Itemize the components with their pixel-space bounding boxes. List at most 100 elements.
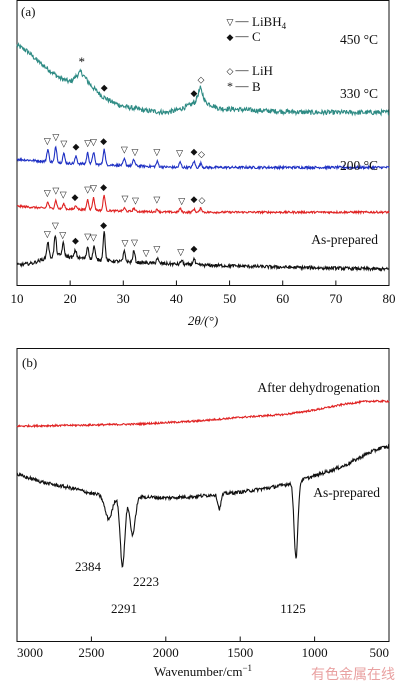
legend-label-sub-0: 4 [282,21,287,31]
panel-a-series-labels: 450 °C 330 °C 200 °C As-prepared [311,32,378,247]
legend-label-main-0: LiBH [252,14,282,29]
phase-marker-a-0-0: * [79,54,86,69]
peak-label-1125: 1125 [280,601,306,616]
phase-marker-a-2-0: ▽ [44,188,51,198]
series-label-b-0: After dehydrogenation [257,380,380,395]
panel-b-x-ticks: 3000 2500 2000 1500 1000 500 [16,636,390,660]
phase-marker-a-1-2: ▽ [60,139,67,149]
series-line-b-1 [16,443,390,568]
panel-b-x-axis-label-main: Wavenumber/cm [154,664,242,679]
panel-b-peak-labels: 2384 2291 2223 1125 [75,559,306,616]
phase-marker-a-2-7: ▽ [121,194,128,204]
panel-b: (b) After dehydrogenation As-prepared 238… [16,348,390,679]
phase-marker-a-2-1: ▽ [52,186,59,196]
x-tick-label-b-5: 500 [370,645,390,660]
legend-dash-2: — [235,62,250,77]
panel-a-markers-group: *◆◆◇▽ ▽▽ ◆ ▽▽ ◆▽ ▽ ▽ ▽ ◆ ◇▽ ▽ ▽ ◆▽▽ ◆▽ ▽ ▽ ▽ ◆ ◇▽▽▽◆ ▽▽◆▽ ▽▽… [44,54,206,258]
legend-label-1: C [252,29,261,44]
phase-marker-a-3-12: ◆ [191,244,198,254]
phase-marker-a-2-8: ▽ [132,196,139,206]
phase-marker-a-3-8: ▽ [131,237,138,247]
phase-marker-a-2-4: ▽ [84,185,91,195]
phase-marker-a-3-6: ◆ [100,220,107,230]
phase-marker-a-3-11: ▽ [177,247,184,257]
legend-label-main-2: LiH [252,63,273,78]
peak-label-2291: 2291 [111,601,137,616]
phase-marker-a-0-2: ◆ [191,88,198,98]
phase-marker-a-2-2: ▽ [60,189,67,199]
x-tick-label-a-6: 70 [329,291,342,306]
x-tick-label-a-0: 10 [11,291,24,306]
legend-dash-3: — [235,78,250,93]
legend-symbol-3: * [227,79,233,93]
phase-marker-a-3-3: ◆ [72,235,79,245]
series-line-a-2 [16,194,390,216]
phase-marker-a-1-3: ◆ [73,142,80,152]
series-line-a-0 [16,42,390,117]
series-label-b-1: As-prepared [313,485,380,500]
series-line-a-1 [17,145,390,171]
phase-marker-a-3-7: ▽ [121,238,128,248]
panel-b-frame [16,348,390,642]
phase-marker-a-1-9: ▽ [153,147,160,157]
phase-marker-a-2-3: ◆ [71,192,78,202]
phase-marker-a-0-1: ◆ [101,82,108,92]
legend-label-main-1: C [252,29,261,44]
legend-label-main-3: B [252,79,261,94]
phase-marker-a-1-6: ◆ [100,136,107,146]
peak-label-2223: 2223 [133,574,159,589]
phase-marker-a-2-12: ◇ [198,195,205,205]
panel-a: (a) *◆◆◇▽ ▽▽ ◆ ▽▽ ◆▽ ▽ ▽ ▽ ◆ ◇▽ ▽ ▽ ◆▽▽ ◆▽ ▽ ▽ ▽ ◆ ◇▽▽▽◆ ▽▽… [11,0,396,328]
x-tick-label-b-3: 1500 [227,645,253,660]
legend-label-0: LiBH4 [252,14,287,31]
x-tick-label-a-5: 60 [276,291,289,306]
panel-b-label: (b) [22,355,37,370]
phase-marker-a-2-6: ◆ [100,182,107,192]
panel-a-label: (a) [21,4,35,19]
phase-marker-a-3-10: ▽ [153,244,160,254]
phase-marker-a-1-4: ▽ [84,138,91,148]
phase-marker-a-3-1: ▽ [52,221,59,231]
series-label-a-0: 450 °C [340,32,378,47]
phase-marker-a-1-1: ▽ [52,132,59,142]
series-label-a-1: 330 °C [340,86,378,101]
panel-b-series-labels: After dehydrogenation As-prepared [257,380,380,500]
panel-b-x-axis-label-sup: −1 [242,663,252,673]
legend-symbol-2: ◇ [227,66,234,76]
panel-b-x-axis-label: Wavenumber/cm−1 [154,663,252,679]
series-label-a-2: 200 °C [340,158,378,173]
legend-label-2: LiH [252,63,273,78]
phase-marker-a-2-10: ▽ [178,196,185,206]
phase-marker-a-1-12: ◇ [198,149,205,159]
x-tick-label-a-7: 80 [383,291,396,306]
series-label-a-3: As-prepared [311,232,378,247]
phase-marker-a-2-11: ◆ [191,194,198,204]
panel-a-series-group [16,42,390,272]
legend-symbol-1: ◆ [227,32,234,42]
series-line-a-3 [16,231,390,272]
x-tick-label-a-4: 50 [223,291,236,306]
phase-marker-a-3-2: ▽ [59,230,66,240]
x-tick-label-a-2: 30 [117,291,130,306]
legend-dash-1: — [235,28,250,43]
panel-a-frame [16,0,390,286]
panel-a-x-ticks: 10 20 30 40 50 60 70 80 [11,280,396,306]
legend-symbol-0: ▽ [227,17,234,27]
phase-marker-a-2-5: ▽ [90,183,97,193]
phase-marker-a-2-9: ▽ [153,195,160,205]
peak-label-2384: 2384 [75,559,102,574]
phase-marker-a-3-5: ▽ [90,233,97,243]
x-tick-label-b-2: 2000 [153,645,179,660]
phase-marker-a-1-0: ▽ [44,136,51,146]
panel-a-x-axis-label: 2θ/(°) [188,313,218,328]
watermark: 有色金属在线 [311,666,395,683]
phase-marker-a-1-11: ◆ [191,146,198,156]
phase-marker-a-0-3: ◇ [197,75,204,85]
x-tick-label-b-4: 1000 [302,645,328,660]
phase-marker-a-1-5: ▽ [90,137,97,147]
phase-marker-a-3-9: ▽ [143,248,150,258]
x-tick-label-b-1: 2500 [78,645,104,660]
phase-marker-a-3-0: ▽ [44,229,51,239]
legend-dash-0: — [235,13,250,28]
